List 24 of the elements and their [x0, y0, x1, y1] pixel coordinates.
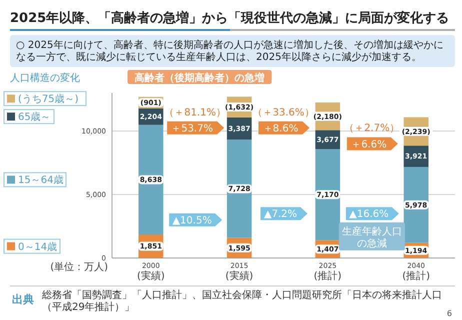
annotation: ▲7.2%	[264, 209, 298, 220]
bar	[138, 124, 164, 235]
annotation: ＋6.6%	[351, 139, 387, 150]
text: 出典	[12, 293, 34, 306]
annotation: ＋53.7%	[171, 123, 213, 134]
annotation: （＋2.7%）	[344, 122, 400, 134]
legend-label: 15～64歳	[18, 174, 64, 186]
text: 総務省「国勢調査」「人口推計」、国立社会保障・人口問題研究所「日本の将来推計人口（平成29年推計）」	[41, 289, 442, 313]
bar	[226, 140, 252, 238]
bar	[315, 149, 340, 240]
text: 高齢者（後期高齢者）の急増	[134, 72, 265, 84]
chart-title: 2025年以降、「高齢者の急増」から「現役世代の急減」に局面が変化する	[10, 10, 450, 26]
annotation: ＋8.6%	[262, 123, 298, 134]
annotation: （＋33.6%）	[252, 108, 314, 119]
legend-label: 65歳～	[18, 111, 51, 124]
legend-title: 人口構造の変化	[10, 72, 80, 84]
text: 6	[446, 309, 452, 318]
chart-subtitle: ○ 2025年に向けて、高齢者、特に後期高齢者の人口が急速に増加した後、その増加は緩やかになる一方で、既に減少に転じている生産年齢人口は、2025年以降さらに減少が加速する。	[16, 39, 444, 63]
legend-label: (うち75歳～)	[18, 93, 79, 106]
annotation: （＋81.1%）	[164, 108, 226, 119]
y-axis-title: (単位：万人)	[50, 261, 108, 273]
annotation: ▲10.5%	[172, 215, 212, 226]
annotation: ▲16.6%	[349, 209, 389, 220]
legend-label: 0～14歳	[18, 240, 58, 253]
